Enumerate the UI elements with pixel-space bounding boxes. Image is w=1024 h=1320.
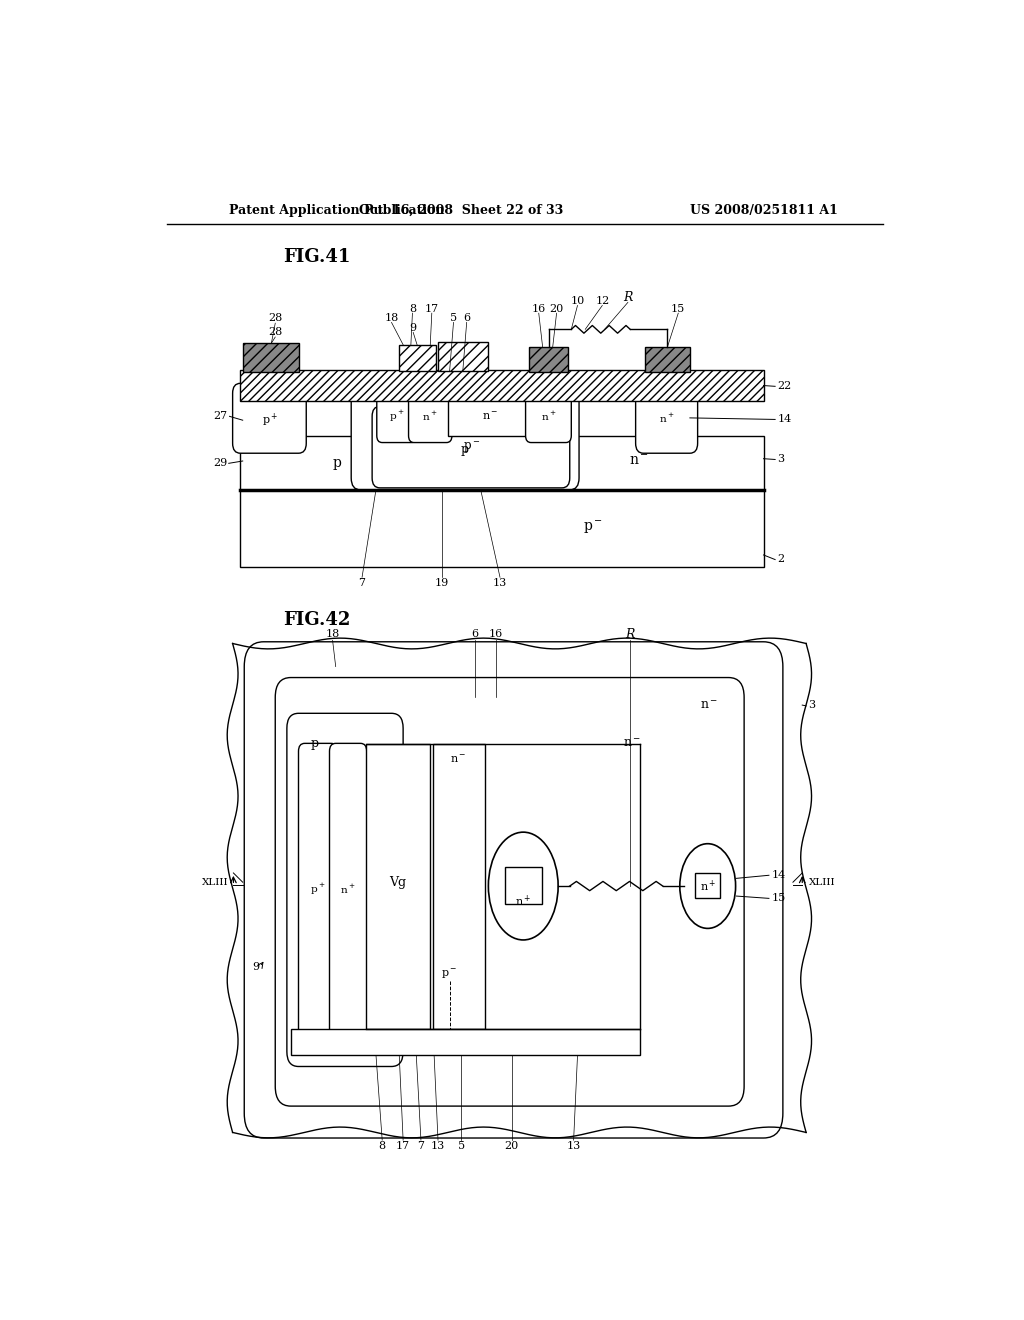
- Text: 20: 20: [550, 304, 563, 314]
- Text: p$^+$: p$^+$: [262, 412, 278, 429]
- FancyBboxPatch shape: [330, 743, 367, 1036]
- Bar: [243, 343, 299, 372]
- Text: 14: 14: [771, 870, 785, 879]
- Text: 19: 19: [435, 578, 449, 589]
- Bar: [695, 873, 720, 898]
- Ellipse shape: [680, 843, 735, 928]
- Text: 5: 5: [458, 1142, 465, 1151]
- Text: p: p: [461, 444, 469, 455]
- FancyBboxPatch shape: [232, 383, 306, 453]
- Text: 16: 16: [489, 630, 503, 639]
- FancyBboxPatch shape: [636, 383, 697, 453]
- Bar: [241, 436, 508, 490]
- Text: 9: 9: [410, 323, 417, 333]
- Text: Oct. 16, 2008  Sheet 22 of 33: Oct. 16, 2008 Sheet 22 of 33: [359, 205, 563, 218]
- Text: 13: 13: [493, 578, 507, 589]
- Text: 22: 22: [777, 380, 792, 391]
- Text: Vg: Vg: [389, 875, 407, 888]
- Ellipse shape: [488, 832, 558, 940]
- Text: 13: 13: [431, 1142, 445, 1151]
- Bar: [508, 436, 764, 490]
- Bar: [529, 347, 568, 372]
- Bar: [438, 342, 488, 371]
- FancyBboxPatch shape: [245, 642, 783, 1138]
- Text: n$^+$: n$^+$: [541, 409, 557, 422]
- FancyBboxPatch shape: [409, 391, 452, 442]
- Text: Patent Application Publication: Patent Application Publication: [228, 205, 444, 218]
- Bar: [291, 1028, 640, 1056]
- Text: p: p: [310, 737, 318, 750]
- Text: 3: 3: [777, 454, 784, 463]
- Bar: [366, 743, 430, 1028]
- Text: 18: 18: [326, 630, 340, 639]
- Text: 6: 6: [463, 313, 470, 323]
- Text: p$^+$: p$^+$: [389, 409, 404, 424]
- Text: 6: 6: [472, 630, 479, 639]
- Text: n$^-$: n$^-$: [630, 454, 649, 469]
- Bar: [241, 370, 764, 401]
- Text: p$^-$: p$^-$: [583, 520, 603, 536]
- Text: n$^-$: n$^-$: [700, 698, 719, 711]
- Bar: [399, 345, 435, 371]
- Bar: [645, 347, 690, 372]
- Text: 20: 20: [505, 1142, 519, 1151]
- Text: n$^+$: n$^+$: [340, 883, 356, 896]
- Text: US 2008/0251811 A1: US 2008/0251811 A1: [689, 205, 838, 218]
- Text: p$^-$: p$^-$: [463, 440, 480, 454]
- Text: 28: 28: [268, 326, 283, 337]
- Text: n$^-$: n$^-$: [481, 411, 498, 422]
- Text: 14: 14: [777, 413, 792, 424]
- Text: n$^+$: n$^+$: [658, 412, 675, 425]
- Text: 12: 12: [595, 296, 609, 306]
- Text: 7: 7: [418, 1142, 425, 1151]
- Bar: [505, 867, 542, 904]
- Text: XLIII: XLIII: [202, 878, 228, 887]
- Text: 15: 15: [671, 304, 685, 314]
- Text: 15: 15: [771, 892, 785, 903]
- Text: n$^+$: n$^+$: [515, 894, 531, 909]
- Text: n$^-$: n$^-$: [623, 737, 641, 750]
- Text: 3: 3: [809, 700, 815, 710]
- Text: 2: 2: [777, 554, 784, 564]
- FancyBboxPatch shape: [299, 743, 337, 1036]
- Text: p: p: [333, 455, 342, 470]
- Text: R: R: [626, 628, 635, 640]
- Text: 28: 28: [268, 313, 283, 323]
- FancyBboxPatch shape: [377, 391, 417, 442]
- FancyBboxPatch shape: [525, 391, 571, 442]
- Text: 17: 17: [425, 304, 439, 314]
- Text: 18: 18: [384, 313, 398, 323]
- Text: p$^-$: p$^-$: [441, 968, 458, 981]
- Bar: [432, 743, 484, 1028]
- Text: 17: 17: [396, 1142, 411, 1151]
- Text: n$^-$: n$^-$: [450, 754, 466, 764]
- Text: 5: 5: [450, 313, 457, 323]
- Text: 13: 13: [566, 1142, 581, 1151]
- Text: p$^+$: p$^+$: [310, 882, 326, 898]
- Bar: [449, 397, 531, 436]
- Text: XLIII: XLIII: [809, 878, 836, 887]
- Text: 27: 27: [213, 411, 227, 421]
- Text: 16: 16: [531, 304, 546, 314]
- Text: FIG.41: FIG.41: [283, 248, 350, 265]
- Text: 9: 9: [253, 962, 260, 972]
- Text: R: R: [624, 292, 633, 305]
- Text: FIG.42: FIG.42: [283, 611, 350, 630]
- Text: n$^+$: n$^+$: [423, 409, 438, 422]
- Bar: [241, 490, 764, 566]
- FancyBboxPatch shape: [372, 407, 569, 488]
- FancyBboxPatch shape: [351, 389, 579, 490]
- Text: n$^+$: n$^+$: [699, 878, 716, 894]
- FancyBboxPatch shape: [287, 713, 403, 1067]
- Text: 29: 29: [213, 458, 227, 467]
- Text: 8: 8: [379, 1142, 386, 1151]
- Text: 8: 8: [409, 304, 416, 314]
- Text: 10: 10: [570, 296, 585, 306]
- Text: 7: 7: [358, 578, 366, 589]
- FancyBboxPatch shape: [275, 677, 744, 1106]
